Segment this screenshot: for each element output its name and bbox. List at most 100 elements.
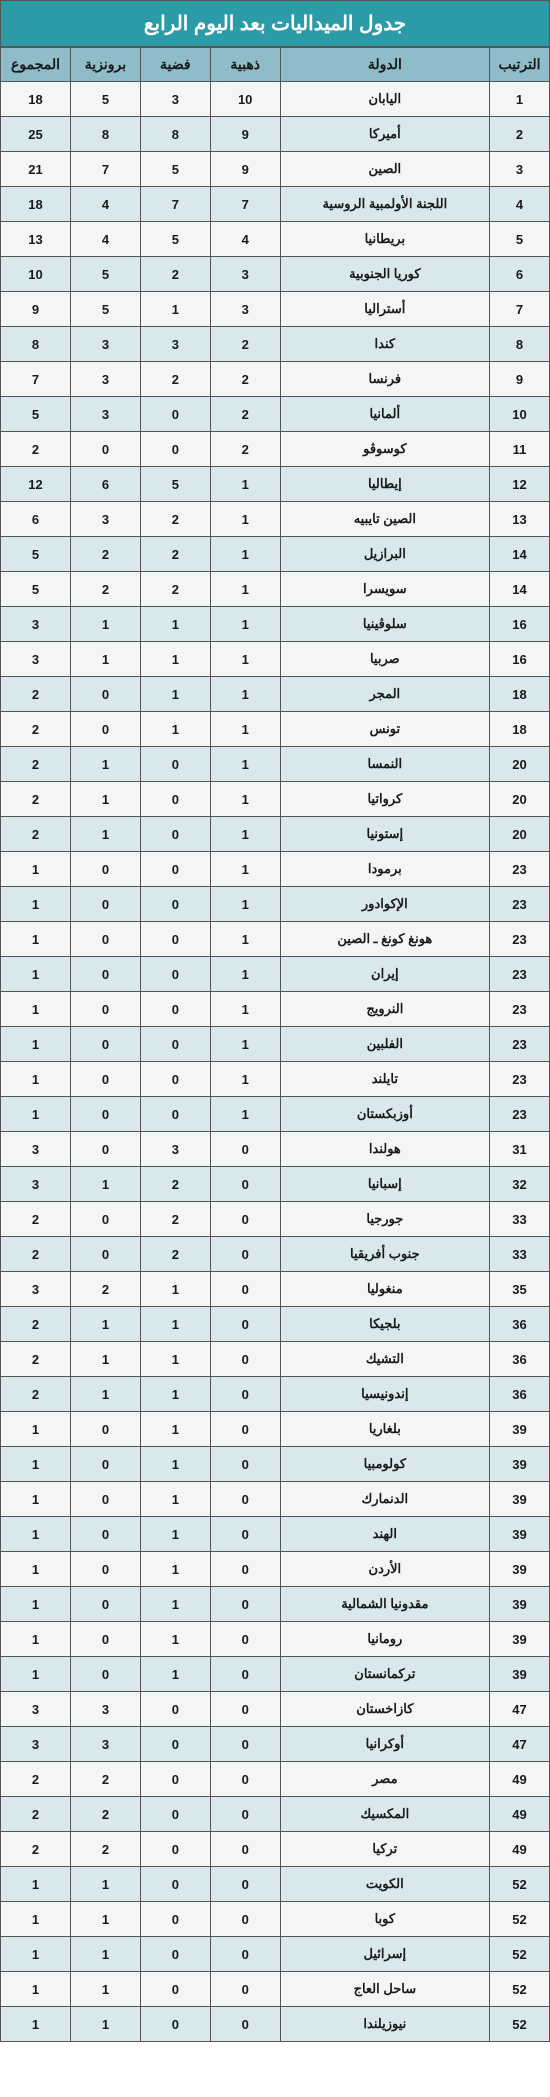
cell-silver: 1: [140, 1587, 210, 1622]
cell-silver: 0: [140, 1902, 210, 1937]
cell-bronze: 2: [71, 1797, 141, 1832]
cell-country: مقدونيا الشمالية: [280, 1587, 489, 1622]
cell-rank: 52: [490, 1867, 550, 1902]
cell-silver: 1: [140, 677, 210, 712]
cell-total: 2: [1, 1307, 71, 1342]
cell-country: كوريا الجنوبية: [280, 257, 489, 292]
cell-gold: 0: [210, 1657, 280, 1692]
cell-silver: 0: [140, 397, 210, 432]
cell-total: 3: [1, 1727, 71, 1762]
cell-country: إيران: [280, 957, 489, 992]
cell-bronze: 1: [71, 607, 141, 642]
cell-bronze: 0: [71, 1412, 141, 1447]
cell-total: 1: [1, 1902, 71, 1937]
cell-total: 18: [1, 82, 71, 117]
cell-total: 1: [1, 957, 71, 992]
cell-silver: 0: [140, 1797, 210, 1832]
cell-country: ساحل العاج: [280, 1972, 489, 2007]
table-row: 39مقدونيا الشمالية0101: [1, 1587, 550, 1622]
cell-country: المجر: [280, 677, 489, 712]
cell-gold: 1: [210, 747, 280, 782]
cell-total: 21: [1, 152, 71, 187]
cell-bronze: 0: [71, 1202, 141, 1237]
cell-bronze: 3: [71, 1692, 141, 1727]
table-row: 14البرازيل1225: [1, 537, 550, 572]
table-row: 39كولومبيا0101: [1, 1447, 550, 1482]
cell-gold: 0: [210, 1587, 280, 1622]
cell-rank: 52: [490, 1972, 550, 2007]
cell-rank: 35: [490, 1272, 550, 1307]
cell-bronze: 6: [71, 467, 141, 502]
cell-country: اليابان: [280, 82, 489, 117]
cell-silver: 0: [140, 1727, 210, 1762]
table-row: 7أستراليا3159: [1, 292, 550, 327]
cell-silver: 0: [140, 957, 210, 992]
table-row: 12إيطاليا15612: [1, 467, 550, 502]
table-row: 52نيوزيلندا0011: [1, 2007, 550, 2042]
cell-bronze: 0: [71, 992, 141, 1027]
cell-country: صربيا: [280, 642, 489, 677]
cell-rank: 23: [490, 1062, 550, 1097]
cell-silver: 3: [140, 327, 210, 362]
cell-bronze: 0: [71, 677, 141, 712]
cell-rank: 36: [490, 1377, 550, 1412]
cell-gold: 0: [210, 1447, 280, 1482]
cell-gold: 9: [210, 117, 280, 152]
cell-country: الدنمارك: [280, 1482, 489, 1517]
table-row: 35منغوليا0123: [1, 1272, 550, 1307]
cell-gold: 1: [210, 642, 280, 677]
cell-silver: 0: [140, 992, 210, 1027]
table-row: 5بريطانيا45413: [1, 222, 550, 257]
cell-gold: 0: [210, 1727, 280, 1762]
cell-gold: 0: [210, 1552, 280, 1587]
cell-rank: 39: [490, 1587, 550, 1622]
cell-bronze: 1: [71, 1937, 141, 1972]
cell-silver: 0: [140, 2007, 210, 2042]
cell-silver: 2: [140, 572, 210, 607]
cell-rank: 23: [490, 1097, 550, 1132]
cell-silver: 0: [140, 1762, 210, 1797]
col-header-country: الدولة: [280, 48, 489, 82]
cell-rank: 18: [490, 712, 550, 747]
cell-bronze: 0: [71, 1622, 141, 1657]
cell-gold: 1: [210, 957, 280, 992]
cell-rank: 23: [490, 992, 550, 1027]
cell-rank: 47: [490, 1692, 550, 1727]
cell-country: كازاخستان: [280, 1692, 489, 1727]
cell-gold: 3: [210, 257, 280, 292]
cell-gold: 1: [210, 922, 280, 957]
cell-gold: 0: [210, 1482, 280, 1517]
cell-total: 1: [1, 1657, 71, 1692]
table-row: 13الصين تايبيه1236: [1, 502, 550, 537]
table-row: 23النرويج1001: [1, 992, 550, 1027]
cell-rank: 20: [490, 782, 550, 817]
cell-total: 2: [1, 1832, 71, 1867]
table-row: 10ألمانيا2035: [1, 397, 550, 432]
cell-bronze: 2: [71, 1272, 141, 1307]
cell-bronze: 5: [71, 257, 141, 292]
table-row: 20النمسا1012: [1, 747, 550, 782]
cell-bronze: 3: [71, 327, 141, 362]
cell-country: مصر: [280, 1762, 489, 1797]
cell-total: 2: [1, 712, 71, 747]
cell-rank: 12: [490, 467, 550, 502]
cell-gold: 0: [210, 1237, 280, 1272]
cell-total: 1: [1, 852, 71, 887]
cell-total: 1: [1, 992, 71, 1027]
cell-silver: 1: [140, 1517, 210, 1552]
cell-rank: 49: [490, 1797, 550, 1832]
cell-bronze: 3: [71, 1727, 141, 1762]
cell-bronze: 2: [71, 572, 141, 607]
cell-silver: 3: [140, 1132, 210, 1167]
cell-country: فرنسا: [280, 362, 489, 397]
cell-gold: 1: [210, 572, 280, 607]
cell-bronze: 0: [71, 432, 141, 467]
cell-bronze: 0: [71, 887, 141, 922]
table-row: 49مصر0022: [1, 1762, 550, 1797]
table-row: 36إندونيسيا0112: [1, 1377, 550, 1412]
cell-rank: 23: [490, 852, 550, 887]
cell-total: 7: [1, 362, 71, 397]
table-row: 52كوبا0011: [1, 1902, 550, 1937]
cell-gold: 0: [210, 1762, 280, 1797]
table-row: 36بلجيكا0112: [1, 1307, 550, 1342]
